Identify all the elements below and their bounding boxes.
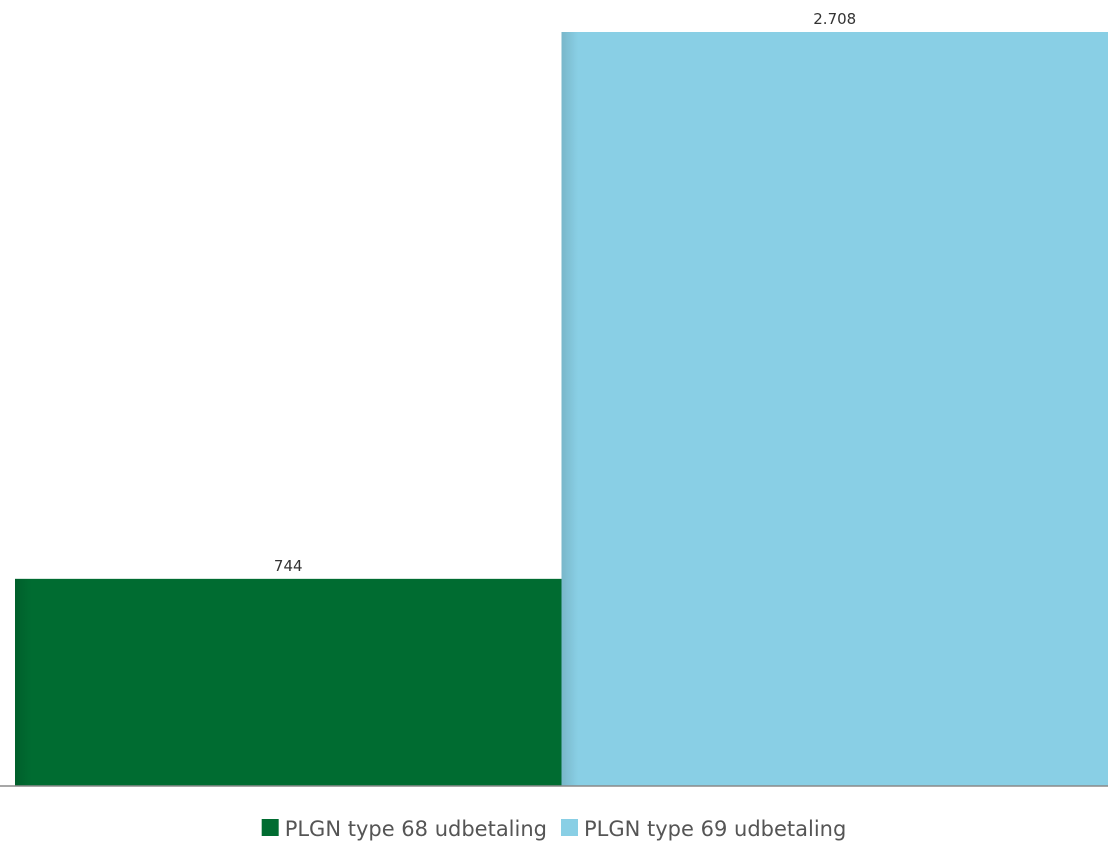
legend-text: PLGN type 68 udbetaling (285, 817, 547, 841)
legend-text: PLGN type 69 udbetaling (584, 817, 846, 841)
value-label: 744 (274, 557, 303, 575)
bar-shade (15, 578, 562, 786)
bar-shade (561, 32, 1108, 786)
legend-swatch (261, 819, 279, 836)
value-label: 2.708 (813, 10, 856, 28)
legend-swatch (561, 819, 578, 836)
